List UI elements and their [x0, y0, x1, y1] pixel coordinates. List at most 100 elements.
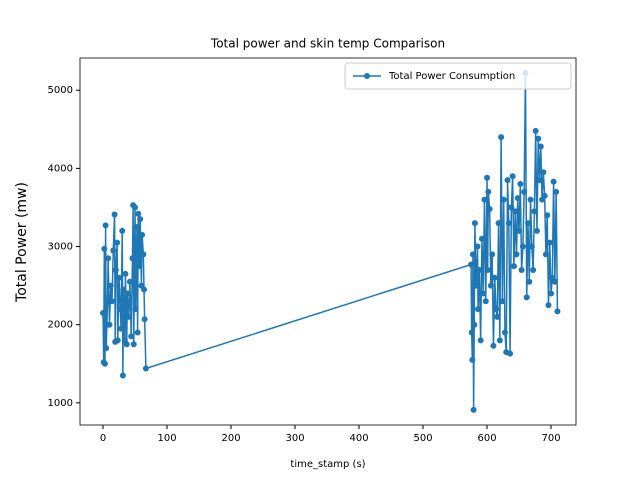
data-point	[510, 263, 517, 270]
data-point	[469, 356, 476, 363]
legend-label: Total Power Consumption	[388, 71, 515, 82]
data-point	[482, 298, 489, 305]
data-point	[102, 222, 109, 229]
data-point	[504, 177, 511, 184]
data-point	[525, 220, 531, 227]
data-point	[512, 208, 519, 215]
data-point	[490, 342, 497, 349]
chart-title: Total power and skin temp Comparison	[210, 37, 445, 51]
data-point	[101, 245, 108, 252]
data-point	[484, 266, 491, 273]
data-point	[104, 298, 111, 305]
data-point	[508, 204, 515, 211]
data-point	[546, 239, 553, 246]
data-point	[491, 274, 498, 281]
data-point	[141, 316, 148, 323]
data-point	[535, 135, 542, 142]
data-point	[553, 188, 560, 195]
x-tick-label: 500	[413, 433, 432, 444]
data-point	[471, 220, 478, 227]
y-axis-label: Total Power (mw)	[14, 182, 30, 303]
data-point	[544, 212, 551, 219]
data-point	[103, 345, 110, 352]
data-point	[518, 266, 525, 273]
data-point	[530, 266, 537, 273]
data-point	[105, 255, 112, 262]
x-tick-label: 400	[349, 433, 368, 444]
data-point	[523, 294, 530, 301]
data-point	[136, 263, 143, 270]
data-point	[487, 282, 494, 289]
data-point	[470, 406, 477, 413]
data-point	[489, 251, 496, 258]
data-point	[532, 127, 539, 134]
data-point	[132, 306, 139, 313]
x-tick-label: 0	[100, 433, 106, 444]
data-point	[114, 337, 121, 344]
data-point	[516, 227, 523, 234]
data-point	[110, 247, 117, 254]
data-point	[537, 143, 544, 150]
data-point	[485, 188, 492, 195]
x-tick-label: 300	[285, 433, 304, 444]
data-point	[122, 270, 129, 277]
y-tick-label: 3000	[48, 242, 73, 253]
data-point	[126, 278, 133, 285]
data-point	[550, 178, 557, 185]
data-point	[139, 231, 146, 238]
data-point	[513, 251, 520, 258]
data-point	[480, 290, 487, 297]
data-point	[514, 195, 521, 202]
data-point	[128, 333, 135, 340]
data-point	[528, 243, 535, 250]
x-tick-label: 600	[477, 433, 496, 444]
data-point	[505, 220, 512, 227]
data-point	[519, 243, 526, 250]
data-point	[501, 329, 508, 336]
y-tick-label: 5000	[48, 85, 73, 96]
data-point	[486, 206, 493, 213]
data-point	[140, 251, 147, 258]
data-point	[130, 341, 137, 348]
data-point	[476, 266, 483, 273]
data-point	[109, 298, 115, 305]
y-tick-label: 1000	[48, 398, 73, 409]
data-point	[541, 192, 548, 199]
data-point	[545, 302, 552, 309]
data-point	[517, 181, 524, 188]
data-point	[473, 282, 480, 289]
data-point	[137, 216, 144, 223]
data-point	[493, 306, 499, 313]
data-point	[125, 313, 132, 320]
data-point	[521, 188, 528, 195]
data-point	[484, 174, 491, 181]
data-point	[554, 308, 561, 315]
x-tick-label: 700	[541, 433, 560, 444]
data-point	[468, 261, 475, 268]
data-point	[509, 173, 516, 180]
data-point	[129, 255, 136, 262]
data-point	[112, 266, 119, 273]
data-point	[531, 208, 538, 215]
data-point	[142, 365, 149, 372]
data-point	[495, 220, 502, 227]
data-point	[474, 243, 481, 250]
data-point	[526, 278, 533, 285]
x-tick-label: 200	[221, 433, 240, 444]
data-point	[123, 341, 130, 348]
data-point	[507, 350, 514, 357]
data-point	[542, 251, 549, 258]
data-point	[107, 282, 114, 289]
data-point	[494, 313, 501, 320]
data-point	[496, 337, 503, 344]
data-point	[117, 325, 124, 332]
data-point	[106, 321, 113, 328]
data-point	[124, 290, 131, 297]
data-point	[133, 223, 140, 230]
data-point	[477, 337, 484, 344]
data-point	[134, 329, 141, 336]
data-point	[100, 309, 107, 316]
data-point	[111, 211, 118, 218]
data-point	[481, 196, 488, 203]
data-point	[141, 286, 147, 293]
